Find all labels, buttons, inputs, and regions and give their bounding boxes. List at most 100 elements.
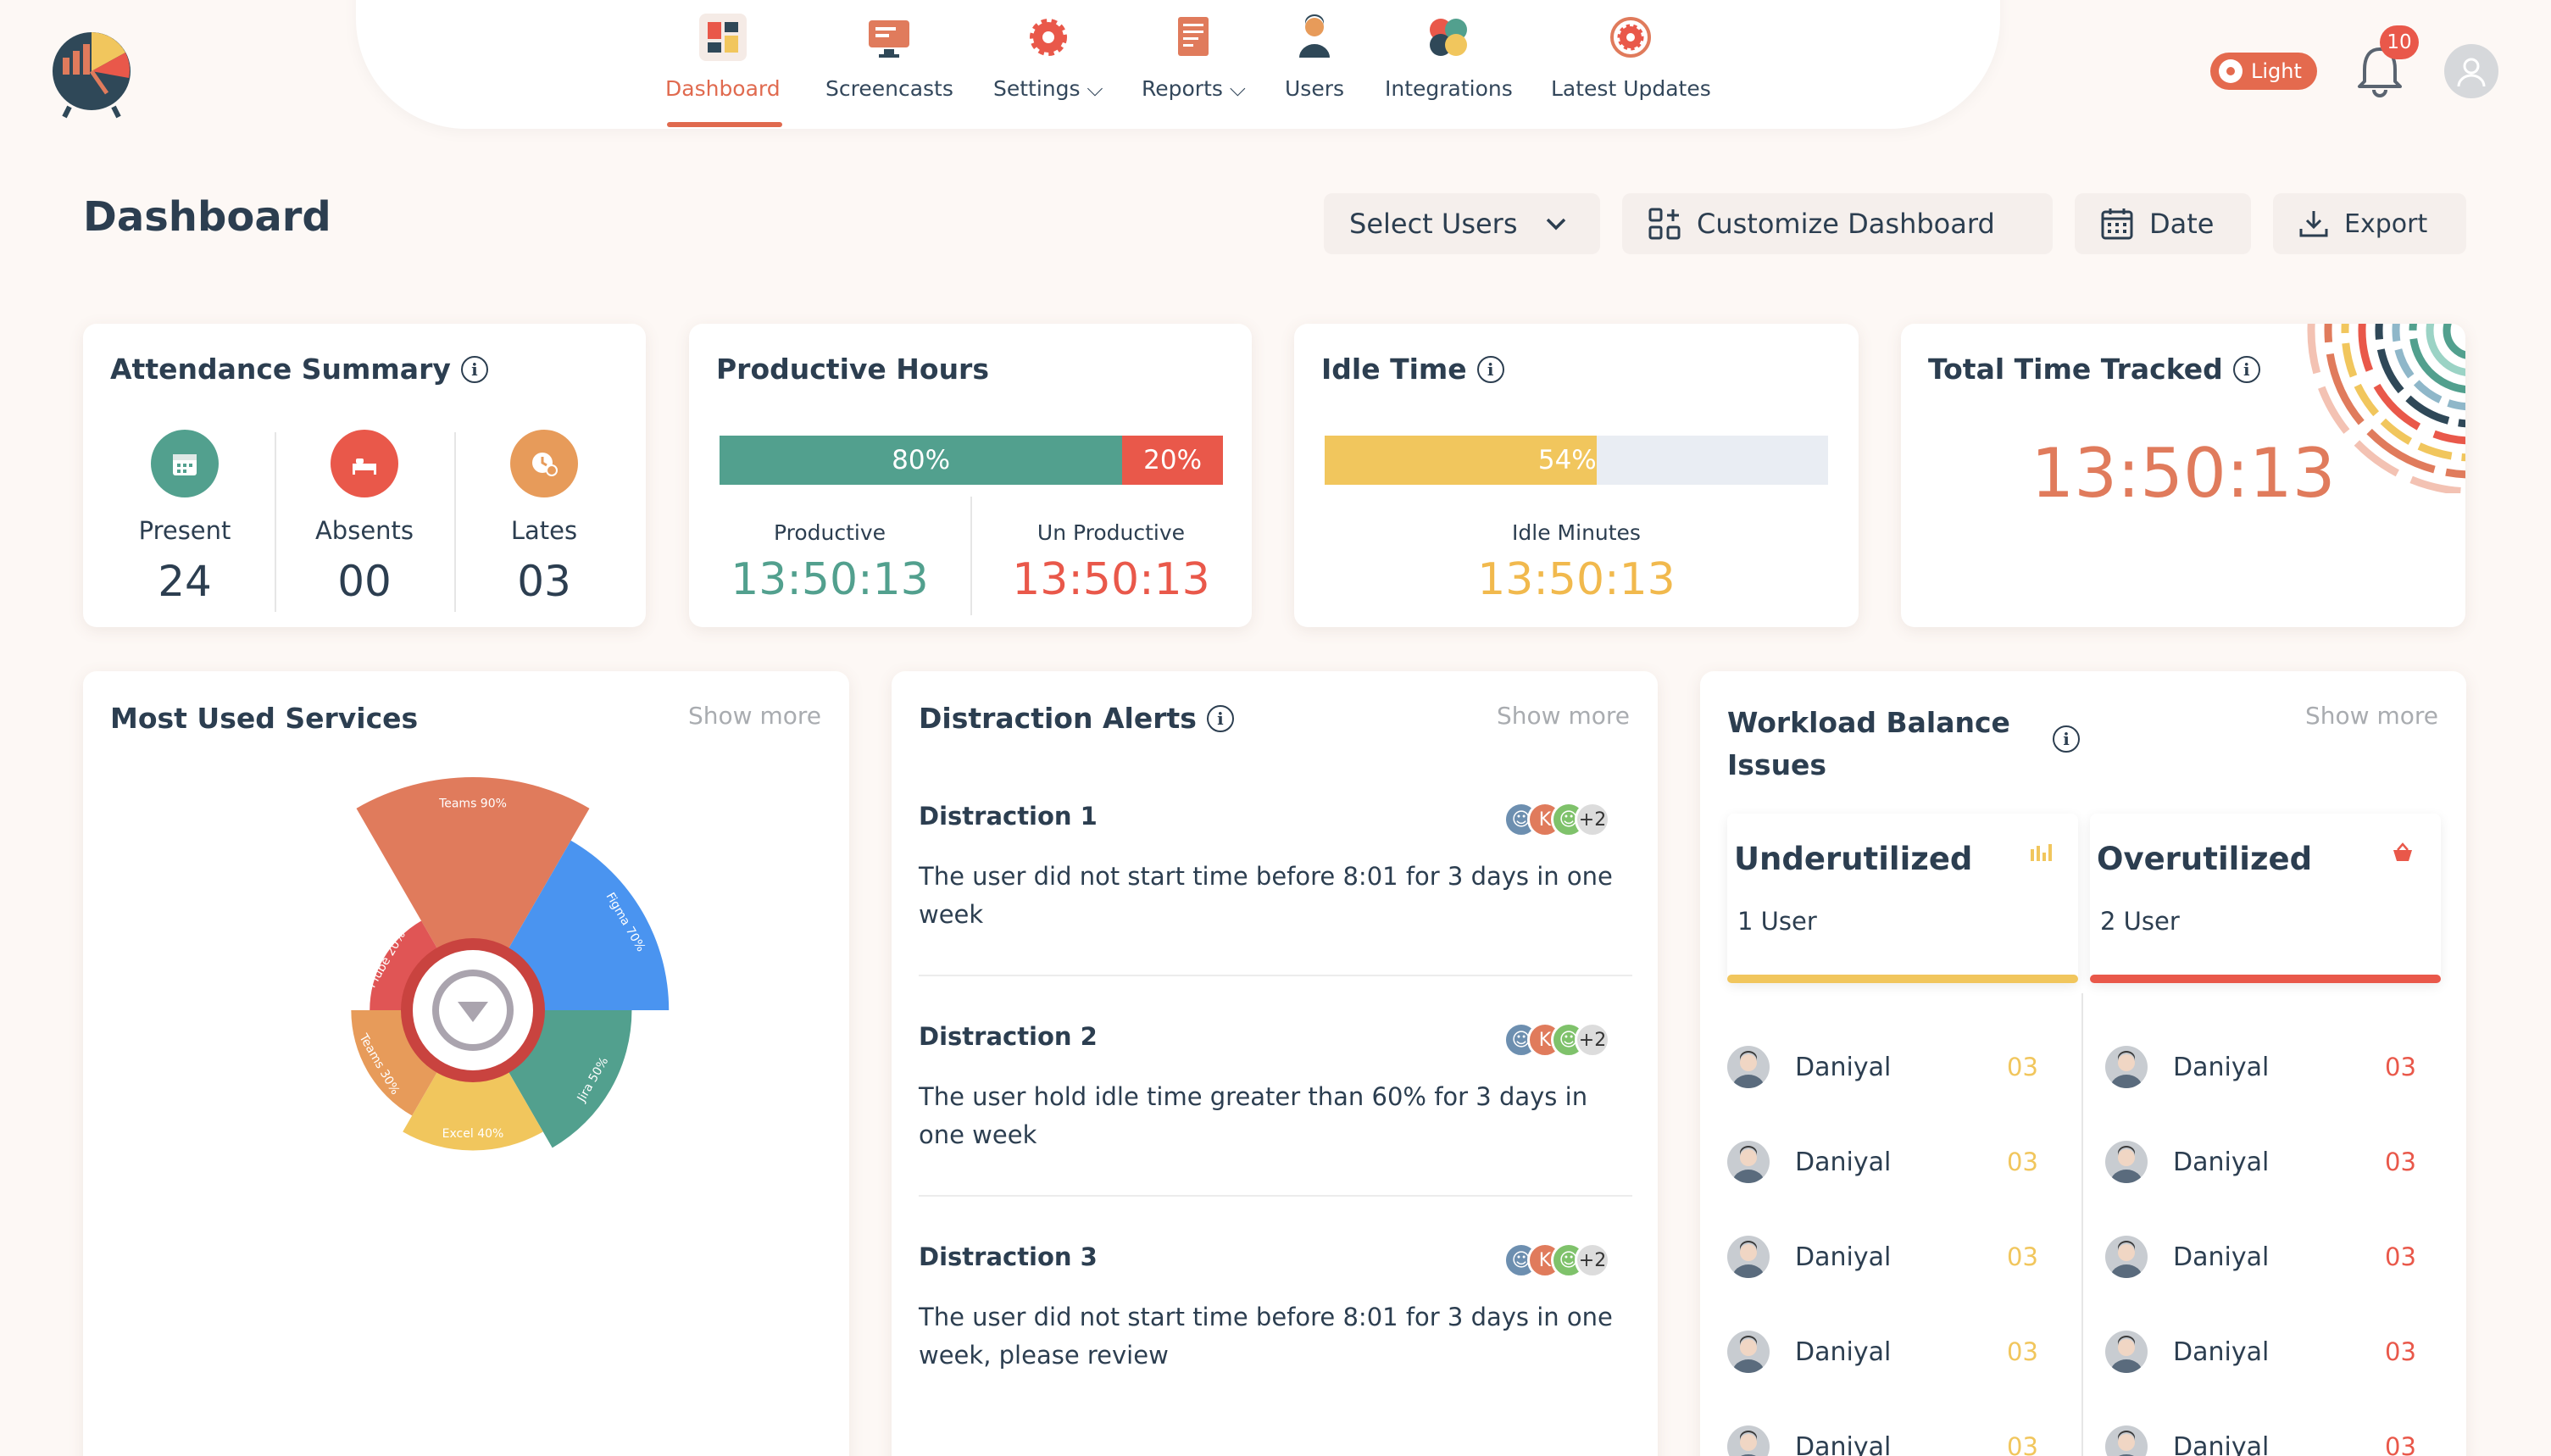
user-name: Daniyal: [2173, 1147, 2270, 1177]
most-used-services-title: Most Used Services: [110, 702, 419, 735]
user-avatar: [2105, 1236, 2148, 1278]
bar-chart-icon: [2031, 844, 2052, 861]
distraction-title: Distraction 2: [919, 1022, 1098, 1051]
user-row[interactable]: Daniyal 03: [2105, 1236, 2416, 1278]
info-icon[interactable]: i: [1206, 704, 1234, 732]
pie-slice[interactable]: [403, 1067, 543, 1151]
bed-icon: [331, 430, 398, 497]
attendance-summary-card: Attendance Summary i Present 24 Absents …: [83, 324, 646, 627]
idle-segment: 54%: [1325, 436, 1597, 485]
nav-label: Screencasts: [825, 76, 953, 101]
nav-label: Integrations: [1385, 76, 1513, 101]
absents-value: 00: [337, 557, 392, 606]
user-name: Daniyal: [1795, 1052, 1892, 1082]
customize-dashboard-button[interactable]: Customize Dashboard: [1622, 193, 2053, 254]
user-row[interactable]: Daniyal 03: [1727, 1425, 2038, 1456]
productive-value: 13:50:13: [731, 554, 929, 605]
absents-stat: Absents 00: [275, 324, 454, 606]
user-row[interactable]: Daniyal 03: [2105, 1046, 2416, 1088]
select-users-label: Select Users: [1349, 208, 1518, 240]
overutilized-indicator: [2090, 975, 2441, 983]
theme-toggle[interactable]: Light: [2210, 53, 2317, 90]
nav-item-dashboard[interactable]: Dashboard: [665, 0, 782, 127]
underutilized-tab[interactable]: Underutilized 1 User: [1727, 814, 2078, 983]
info-icon[interactable]: i: [1476, 355, 1504, 383]
user-row[interactable]: Daniyal 03: [2105, 1141, 2416, 1183]
user-count: 03: [2007, 1242, 2038, 1271]
productive-hours-title: Productive Hours: [716, 353, 989, 386]
pie-slice[interactable]: [356, 777, 590, 953]
nav-item-users[interactable]: Users: [1285, 0, 1344, 101]
nav-item-settings[interactable]: Settings ⌵: [993, 0, 1103, 102]
services-pie-chart: Teams 90%Figma 70%Jira 50%Excel 40%Teams…: [351, 777, 670, 1151]
pie-slice[interactable]: [506, 840, 670, 1010]
productive-segment: 80%: [720, 436, 1123, 485]
show-more-link[interactable]: Show more: [2305, 702, 2438, 730]
user-row[interactable]: Daniyal 03: [1727, 1141, 2038, 1183]
overutilized-tab[interactable]: Overutilized 2 User: [2090, 814, 2441, 983]
pie-slice-label: Excel 40%: [442, 1127, 504, 1141]
distraction-description: The user hold idle time greater than 60%…: [919, 1082, 1588, 1149]
workload-balance-title: Workload Balance Issues: [1727, 706, 2010, 781]
assignee-avatars[interactable]: ☺ K ☺ +2: [1503, 802, 1610, 837]
user-avatar[interactable]: [2444, 44, 2498, 98]
present-stat: Present 24: [95, 324, 275, 606]
show-more-link[interactable]: Show more: [688, 702, 821, 730]
app-logo[interactable]: [47, 19, 141, 122]
most-used-services-card: Most Used Services Show more Teams 90% Fi…: [83, 671, 849, 1456]
user-row[interactable]: Daniyal 03: [1727, 1331, 2038, 1373]
user-row[interactable]: Daniyal 03: [1727, 1236, 2038, 1278]
attendance-summary-title-text: Attendance Summary: [110, 353, 451, 386]
nav-item-screencasts[interactable]: Screencasts: [825, 0, 953, 101]
unproductive-label: Un Productive: [1037, 520, 1186, 545]
show-more-link[interactable]: Show more: [1497, 702, 1630, 730]
pie-slice[interactable]: [370, 920, 440, 1010]
select-users-dropdown[interactable]: Select Users: [1324, 193, 1600, 254]
attendance-summary-title: Attendance Summary i: [110, 353, 488, 386]
divider: [275, 432, 276, 612]
top-navigation-bar: [356, 0, 2000, 129]
user-avatar: [2105, 1331, 2148, 1373]
export-button[interactable]: Export: [2273, 193, 2466, 254]
user-avatar: [1727, 1331, 1770, 1373]
assignee-avatars[interactable]: ☺ K ☺ +2: [1503, 1022, 1610, 1058]
export-label: Export: [2344, 208, 2428, 239]
date-picker-button[interactable]: Date: [2075, 193, 2251, 254]
monitor-icon: [862, 10, 916, 64]
notification-count-badge: 10: [2380, 25, 2419, 59]
decorative-rings: [2307, 324, 2465, 493]
info-icon[interactable]: i: [460, 355, 488, 383]
workload-balance-card: Workload Balance Issues i Show more Unde…: [1700, 671, 2466, 1456]
user-count: 03: [2007, 1053, 2038, 1081]
user-row[interactable]: Daniyal 03: [1727, 1046, 2038, 1088]
pie-slice[interactable]: [351, 1010, 440, 1116]
user-name: Daniyal: [1795, 1431, 1892, 1456]
distraction-description: The user did not start time before 8:01 …: [919, 862, 1613, 929]
nav-label: Users: [1285, 76, 1345, 101]
unproductive-value: 13:50:13: [1012, 554, 1210, 605]
basket-icon: [2393, 842, 2412, 861]
user-row[interactable]: Daniyal 03: [2105, 1425, 2416, 1456]
download-icon: [2299, 211, 2328, 237]
user-icon: [1287, 10, 1342, 64]
info-icon[interactable]: i: [2053, 725, 2080, 753]
grid-add-icon: [1648, 208, 1681, 240]
assignee-avatars[interactable]: ☺ K ☺ +2: [1503, 1242, 1610, 1278]
distraction-alerts-title-text: Distraction Alerts: [919, 702, 1197, 735]
nav-item-integrations[interactable]: Integrations: [1385, 0, 1513, 101]
user-avatar: [1727, 1046, 1770, 1088]
user-count: 03: [2385, 1242, 2416, 1271]
pie-slice[interactable]: [506, 1010, 632, 1148]
nav-label: Settings ⌵: [993, 76, 1103, 101]
nav-item-latest-updates[interactable]: Latest Updates: [1551, 0, 1711, 101]
present-value: 24: [158, 557, 212, 606]
user-count: 03: [2007, 1148, 2038, 1176]
user-row[interactable]: Daniyal 03: [2105, 1331, 2416, 1373]
page-title: Dashboard: [83, 193, 331, 241]
calendar-icon: [2101, 208, 2133, 240]
underutilized-indicator: [1727, 975, 2078, 983]
active-tab-underline: [667, 122, 782, 127]
nav-item-reports[interactable]: Reports ⌵: [1142, 0, 1246, 102]
info-icon[interactable]: i: [2232, 355, 2260, 383]
underutilized-count: 1 User: [1737, 907, 1817, 936]
